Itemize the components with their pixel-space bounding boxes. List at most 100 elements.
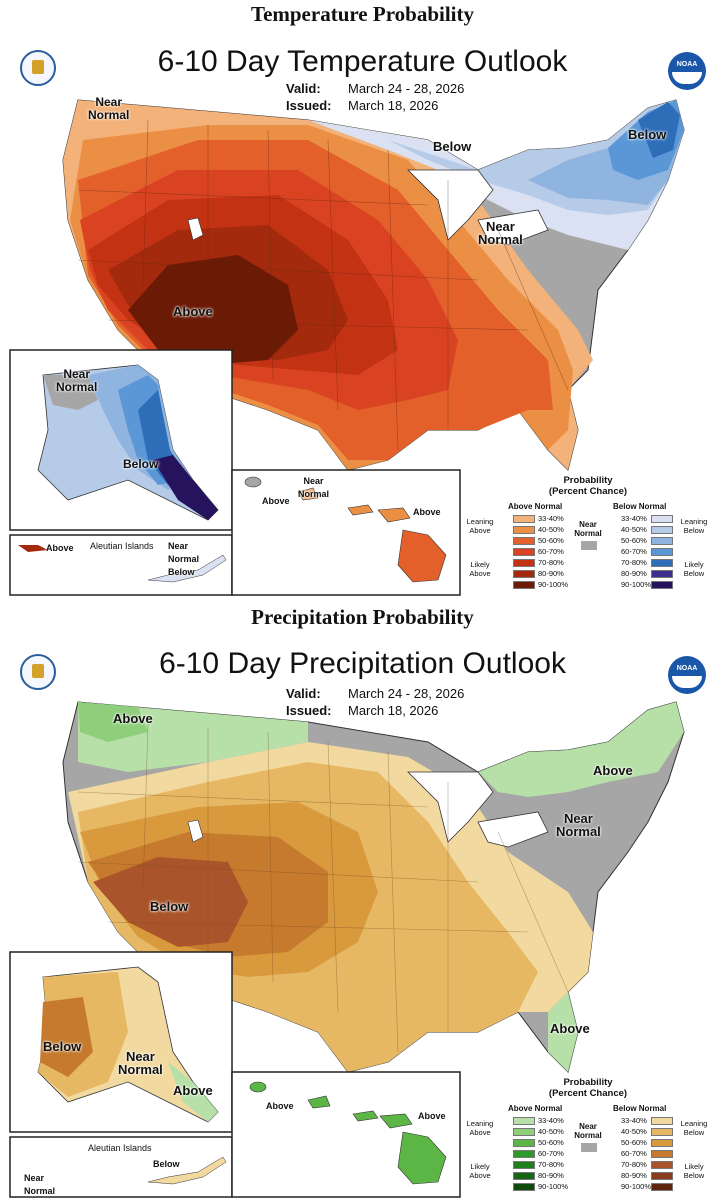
legend-range-above: 33-40% <box>538 1116 564 1125</box>
legend-swatch-above <box>513 570 535 578</box>
precip-label-near-normal-ne: Near Normal <box>556 811 601 839</box>
legend-likely-above: Likely Above <box>469 1162 491 1180</box>
precip-label-hi-above-w: Above <box>266 1101 294 1111</box>
precipitation-valid-dates: Valid: March 24 - 28, 2026 <box>286 686 465 701</box>
legend-range-below: 60-70% <box>621 1149 647 1158</box>
precipitation-legend: Probability (Percent Chance) Above Norma… <box>463 1077 713 1202</box>
legend-swatch-above <box>513 1128 535 1136</box>
precip-label-above-fl: Above <box>550 1021 590 1036</box>
legend-title: Probability (Percent Chance) <box>548 1077 628 1099</box>
temperature-valid-dates: Valid: March 24 - 28, 2026 <box>286 81 465 96</box>
legend-range-above: 70-80% <box>538 558 564 567</box>
legend-range-below: 33-40% <box>621 514 647 523</box>
legend-swatch-below <box>651 1139 673 1147</box>
legend-leaning-below: Leaning Below <box>680 1119 708 1137</box>
precip-label-aleutian-near-normal: Near Normal <box>24 1173 56 1196</box>
legend-swatch-above <box>513 1139 535 1147</box>
precip-label-hi-above-e: Above <box>418 1111 446 1121</box>
legend-swatch-below <box>651 581 673 589</box>
legend-swatch-below <box>651 1183 673 1191</box>
legend-range-below: 40-50% <box>621 525 647 534</box>
precipitation-issued-date: Issued: March 18, 2026 <box>286 703 439 718</box>
legend-likely-above: Likely Above <box>469 560 491 578</box>
precip-label-ak-near-normal: Near Normal <box>118 1049 163 1077</box>
legend-range-above: 50-60% <box>538 536 564 545</box>
temp-label-near-normal-east: Near Normal <box>478 219 523 247</box>
precipitation-map <box>9 701 685 1198</box>
legend-range-below: 70-80% <box>621 1160 647 1169</box>
precipitation-section-heading: Precipitation Probability <box>251 605 474 629</box>
temp-label-below-ne1: Below <box>433 139 472 154</box>
legend-title: Probability (Percent Chance) <box>548 475 628 497</box>
legend-above-header: Above Normal <box>508 1104 563 1113</box>
legend-range-above: 60-70% <box>538 1149 564 1158</box>
temp-label-aleutian-near-normal-below: Near Normal Below <box>168 541 200 577</box>
temp-label-hi-above-w: Above <box>262 496 290 506</box>
legend-swatch-above <box>513 581 535 589</box>
precip-label-above-ne: Above <box>593 763 633 778</box>
legend-range-above: 40-50% <box>538 1127 564 1136</box>
legend-swatch-above <box>513 1117 535 1125</box>
legend-swatch-below <box>651 1150 673 1158</box>
legend-swatch-below <box>651 1117 673 1125</box>
legend-swatch-below <box>651 515 673 523</box>
temp-label-aleutian-above: Above <box>46 543 74 553</box>
precipitation-map-title: 6-10 Day Precipitation Outlook <box>159 647 566 680</box>
legend-swatch-below <box>651 548 673 556</box>
temperature-map-title: 6-10 Day Temperature Outlook <box>157 45 568 78</box>
legend-range-above: 70-80% <box>538 1160 564 1169</box>
legend-swatch-below <box>651 1172 673 1180</box>
legend-range-above: 80-90% <box>538 1171 564 1180</box>
temp-label-below-ne2: Below <box>628 127 667 142</box>
noaa-logo-icon: NOAA <box>668 656 706 694</box>
legend-leaning-above: Leaning Above <box>466 517 494 535</box>
legend-leaning-below: Leaning Below <box>680 517 708 535</box>
legend-swatch-above <box>513 515 535 523</box>
legend-swatch-above <box>513 526 535 534</box>
precip-label-below: Below <box>150 899 189 914</box>
legend-range-below: 80-90% <box>621 569 647 578</box>
legend-near-normal-swatch <box>581 541 597 550</box>
legend-range-above: 90-100% <box>538 580 569 589</box>
precip-label-aleutian-below: Below <box>153 1159 180 1169</box>
legend-range-above: 50-60% <box>538 1138 564 1147</box>
legend-range-below: 80-90% <box>621 1171 647 1180</box>
legend-near-normal-label: Near Normal <box>574 1122 602 1140</box>
legend-swatch-above <box>513 559 535 567</box>
legend-likely-below: Likely Below <box>683 560 705 578</box>
precipitation-map-panel: NOAA 6-10 Day Precipitation Outlook Vali… <box>8 632 717 1200</box>
legend-range-below: 50-60% <box>621 1138 647 1147</box>
legend-likely-below: Likely Below <box>683 1162 705 1180</box>
legend-range-above: 40-50% <box>538 525 564 534</box>
temp-label-ak-near-normal: Near Normal <box>56 367 98 394</box>
temp-label-ak-below: Below <box>123 457 159 471</box>
legend-swatch-below <box>651 1128 673 1136</box>
legend-near-normal-label: Near Normal <box>574 520 602 538</box>
commerce-seal-icon <box>20 50 56 86</box>
temperature-issued-date: Issued: March 18, 2026 <box>286 98 439 113</box>
legend-range-below: 90-100% <box>621 580 652 589</box>
precip-label-ak-above: Above <box>173 1083 213 1098</box>
legend-below-header: Below Normal <box>613 502 667 511</box>
legend-range-below: 90-100% <box>621 1182 652 1191</box>
temp-label-above: Above <box>173 304 213 319</box>
legend-swatch-below <box>651 526 673 534</box>
temp-label-aleutian-islands: Aleutian Islands <box>90 541 154 551</box>
legend-range-above: 90-100% <box>538 1182 569 1191</box>
legend-range-below: 40-50% <box>621 1127 647 1136</box>
noaa-logo-icon: NOAA <box>668 52 706 90</box>
precip-label-aleutian-islands: Aleutian Islands <box>88 1143 152 1153</box>
legend-swatch-above <box>513 1172 535 1180</box>
legend-range-below: 60-70% <box>621 547 647 556</box>
legend-swatch-below <box>651 559 673 567</box>
legend-swatch-above <box>513 1183 535 1191</box>
legend-leaning-above: Leaning Above <box>466 1119 494 1137</box>
legend-swatch-above <box>513 548 535 556</box>
temp-label-hi-near-normal: Near Normal <box>298 476 330 499</box>
legend-swatch-below <box>651 570 673 578</box>
commerce-seal-icon <box>20 654 56 690</box>
temp-label-near-normal-nw: Near Normal <box>88 95 130 122</box>
legend-range-above: 33-40% <box>538 514 564 523</box>
legend-range-below: 70-80% <box>621 558 647 567</box>
legend-swatch-above <box>513 1161 535 1169</box>
